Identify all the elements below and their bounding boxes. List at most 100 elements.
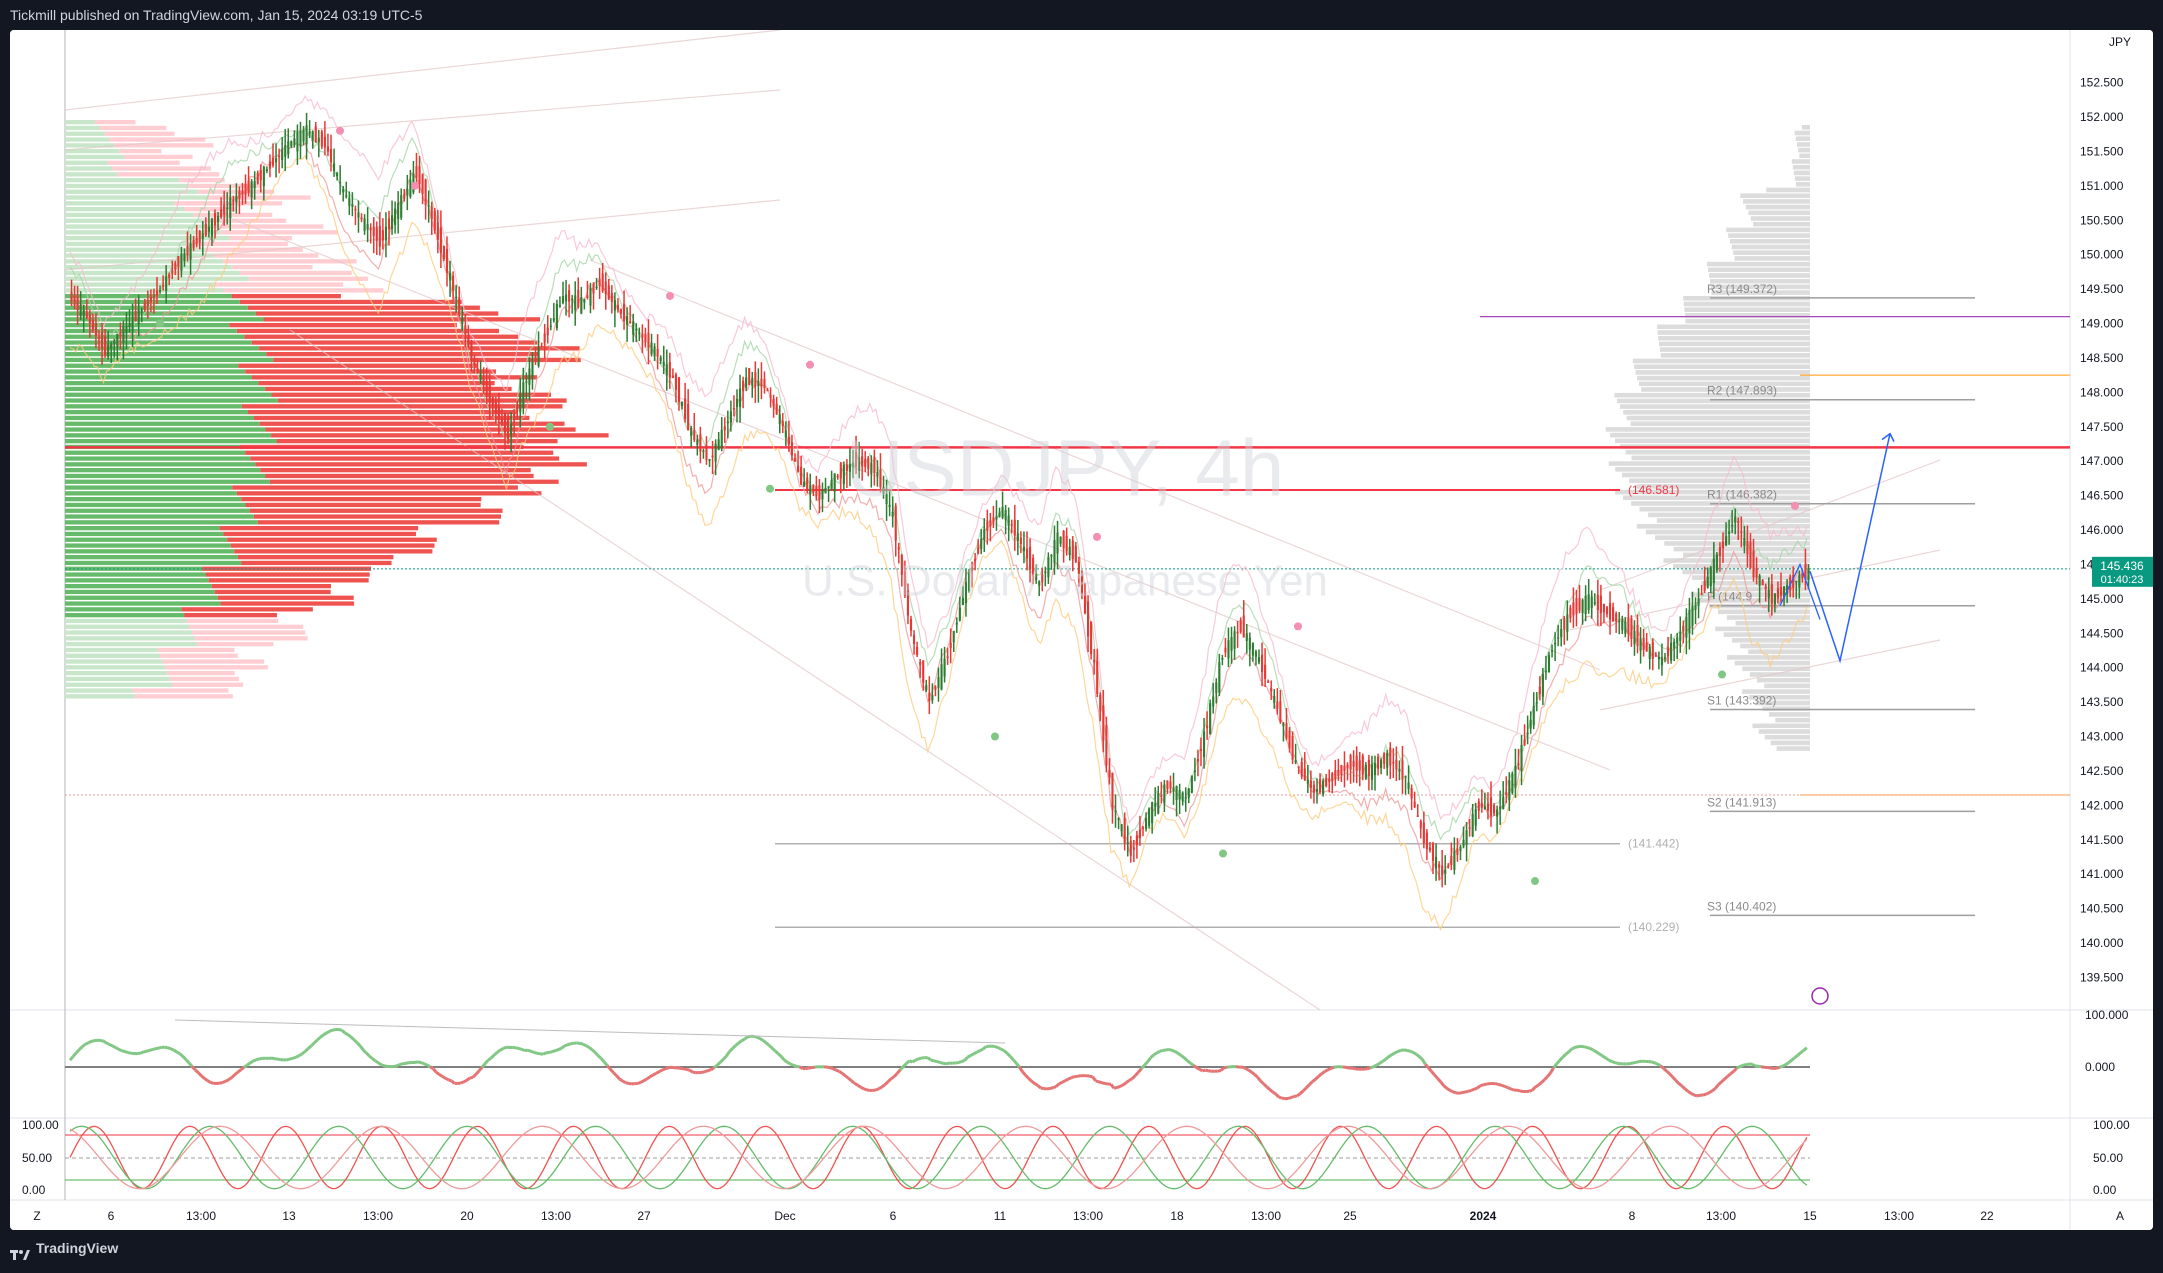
osc-line-segment xyxy=(1038,1085,1041,1088)
osc-line-segment xyxy=(1328,1069,1331,1070)
osc-line-segment xyxy=(1090,1076,1093,1077)
osc-line-segment xyxy=(543,1053,546,1054)
candle-body xyxy=(1530,720,1532,729)
candle-body xyxy=(1780,587,1782,596)
chart-frame[interactable]: R3 (149.372)R2 (147.893)R1 (146.382)P (1… xyxy=(10,30,2153,1230)
volume-profile-bar xyxy=(65,271,240,275)
candle-body xyxy=(1597,595,1599,610)
session-volume-bar xyxy=(1724,632,1810,637)
osc-line-segment xyxy=(1663,1068,1666,1071)
osc-line-segment xyxy=(1248,1070,1251,1072)
osc-line-segment xyxy=(302,1052,305,1054)
osc-line-segment xyxy=(1737,1067,1740,1069)
candle-body xyxy=(733,408,735,410)
candle-body xyxy=(1374,763,1376,775)
candle-body xyxy=(382,230,384,240)
candle-body xyxy=(1435,857,1437,869)
candle-body xyxy=(1243,616,1245,638)
time-tick-label: 15 xyxy=(1803,1209,1817,1223)
candle-body xyxy=(190,244,192,260)
chart-svg[interactable]: R3 (149.372)R2 (147.893)R1 (146.382)P (1… xyxy=(10,30,2153,1230)
candle-body xyxy=(333,163,335,171)
candle-body xyxy=(632,321,634,334)
candle-body xyxy=(1118,818,1120,820)
candle-body xyxy=(302,130,304,142)
candle-body xyxy=(119,332,121,336)
session-volume-bar xyxy=(1707,262,1810,267)
candle-body xyxy=(1163,785,1165,804)
volume-profile-bar xyxy=(218,596,354,600)
candle-body xyxy=(1133,847,1135,849)
osc-line-segment xyxy=(159,1047,162,1048)
session-volume-bar xyxy=(1733,250,1810,255)
candle-body xyxy=(898,547,900,549)
time-tick-label: 27 xyxy=(637,1209,651,1223)
osc-line-segment xyxy=(717,1062,720,1065)
candle-body xyxy=(1060,537,1062,544)
session-volume-bar xyxy=(1775,718,1810,723)
osc-line-segment xyxy=(1041,1088,1044,1089)
volume-profile-bar xyxy=(238,555,394,559)
candle-body xyxy=(766,390,768,392)
volume-profile-bar xyxy=(65,242,197,246)
session-volume-bar xyxy=(1757,678,1810,683)
candle-body xyxy=(1762,580,1764,585)
osc-line-segment xyxy=(858,1085,861,1087)
osc-line-segment xyxy=(1740,1065,1743,1066)
volume-profile-bar xyxy=(65,503,246,507)
osc-line-segment xyxy=(1169,1049,1172,1050)
candle-body xyxy=(834,473,836,491)
level-label: (140.229) xyxy=(1628,920,1679,934)
osc-line-segment xyxy=(1377,1063,1380,1065)
osc-line-segment xyxy=(552,1051,555,1052)
osc-line-segment xyxy=(845,1076,848,1078)
candle-body xyxy=(177,256,179,267)
candle-body xyxy=(1264,665,1266,679)
session-volume-bar xyxy=(1674,547,1810,552)
candle-body xyxy=(745,377,747,388)
candle-body xyxy=(1328,779,1330,782)
osc-line-segment xyxy=(1688,1091,1691,1093)
session-volume-bar xyxy=(1740,644,1810,649)
candle-body xyxy=(910,619,912,631)
volume-profile-bar xyxy=(65,555,238,559)
candle-body xyxy=(705,445,707,460)
candle-body xyxy=(312,131,314,141)
osc-line-segment xyxy=(207,1081,210,1083)
tradingview-logo[interactable]: TradingView xyxy=(10,1232,118,1264)
osc-line-segment xyxy=(763,1040,766,1042)
volume-profile-bar xyxy=(65,364,238,368)
candle-body xyxy=(931,695,933,700)
osc-line-segment xyxy=(1267,1087,1270,1090)
candle-body xyxy=(1682,626,1684,632)
candle-body xyxy=(1237,632,1239,634)
volume-profile-bar xyxy=(65,648,158,652)
volume-profile-bar xyxy=(65,625,189,629)
osc-line-segment xyxy=(1657,1064,1660,1066)
osc-line-segment xyxy=(1120,1085,1123,1087)
volume-profile-bar xyxy=(246,503,481,507)
osc-line-segment xyxy=(204,1078,207,1080)
session-volume-bar xyxy=(1684,302,1810,307)
volume-profile-bar xyxy=(206,572,370,576)
candle-body xyxy=(95,324,97,336)
volume-profile-bar xyxy=(65,398,278,402)
osc-line-segment xyxy=(296,1056,299,1058)
countdown-value: 01:40:23 xyxy=(2101,574,2144,586)
candle-body xyxy=(724,427,726,431)
candle-body xyxy=(718,439,720,450)
volume-profile-bar xyxy=(223,532,416,536)
time-tick-label: 18 xyxy=(1170,1209,1184,1223)
osc-line-segment xyxy=(1315,1076,1318,1079)
candle-body xyxy=(629,321,631,323)
osc-line-segment xyxy=(210,1082,213,1083)
volume-profile-bar xyxy=(65,654,160,658)
candle-body xyxy=(577,290,579,307)
candle-body xyxy=(132,316,134,331)
candle-body xyxy=(1691,605,1693,626)
volume-profile-bar xyxy=(181,607,312,611)
volume-profile-bar xyxy=(265,387,512,391)
volume-profile-bar xyxy=(65,340,252,344)
volume-profile-bar xyxy=(65,578,209,582)
candle-body xyxy=(1206,725,1208,728)
